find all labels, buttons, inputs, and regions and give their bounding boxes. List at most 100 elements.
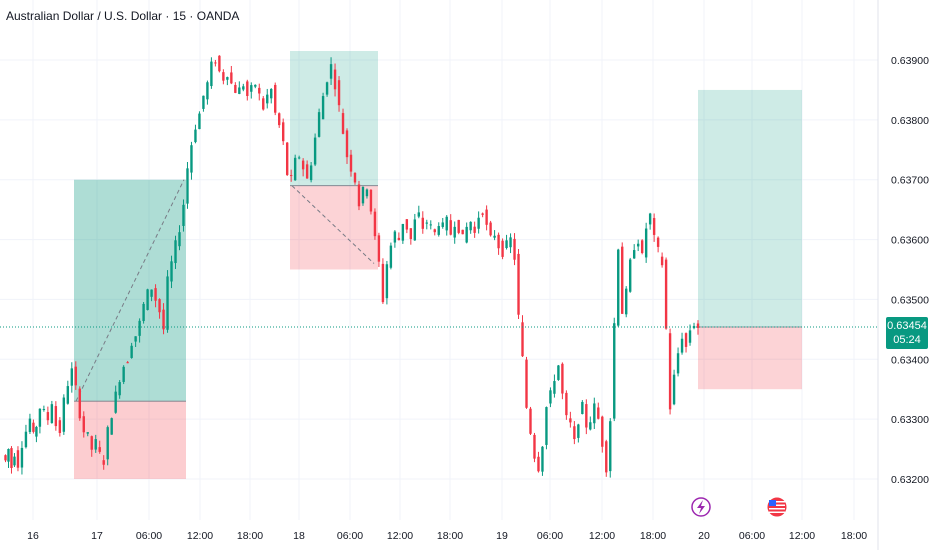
candle-body [218, 55, 221, 72]
short-position-path-line [291, 185, 375, 264]
candle-body [413, 219, 417, 241]
candle-body [166, 276, 169, 330]
candle-body [289, 175, 293, 177]
candle-body [82, 416, 85, 433]
candle-body [585, 404, 588, 428]
flag-stripe [769, 508, 785, 510]
candle-body [664, 259, 668, 329]
candle-body [640, 240, 644, 253]
x-tick-label: 19 [496, 530, 508, 542]
candle-body [489, 222, 492, 236]
candle-body [469, 221, 472, 231]
candle-body [668, 333, 672, 410]
flag-canton [769, 500, 776, 506]
candle-body [545, 407, 548, 445]
long-position-1-path-line [75, 179, 185, 402]
candle-body [122, 366, 125, 382]
candle-body [648, 213, 652, 225]
candle-body [86, 432, 89, 434]
x-tick-label: 18:00 [640, 530, 666, 542]
y-tick-label: 0.63500 [891, 294, 929, 306]
candle-body [485, 209, 488, 225]
candle-body [497, 234, 500, 249]
x-tick-label: 06:00 [337, 530, 363, 542]
candle-body [321, 96, 325, 120]
candle-body [98, 447, 101, 452]
candle-body [186, 168, 189, 204]
y-tick-label: 0.63300 [891, 414, 929, 426]
candle-body [38, 408, 42, 427]
candle-body [353, 172, 357, 183]
candle-body [178, 232, 181, 247]
short-position-loss-zone[interactable] [290, 185, 378, 270]
candle-body [118, 382, 121, 396]
candle-body [636, 243, 640, 247]
candle-body [16, 450, 20, 468]
candle-body [553, 381, 556, 394]
candle-body [609, 421, 612, 472]
candle-body [254, 84, 257, 87]
candle-body [465, 226, 468, 243]
candle-body [517, 253, 520, 315]
long-position-1-profit-zone[interactable] [74, 179, 186, 402]
candle-body [457, 219, 460, 233]
candle-body [42, 409, 46, 411]
candle-body [549, 390, 552, 404]
flag-stripe [769, 501, 785, 503]
candle-body [369, 189, 373, 212]
candle-body [373, 211, 377, 237]
x-tick-label: 12:00 [387, 530, 413, 542]
x-tick-label: 16 [27, 530, 39, 542]
long-position-2-profit-zone[interactable] [698, 89, 802, 327]
candle-body [652, 218, 656, 235]
candle-body [74, 366, 77, 386]
x-tick-label: 06:00 [739, 530, 765, 542]
x-tick-label: 18:00 [437, 530, 463, 542]
candle-body [644, 228, 648, 258]
candle-body [305, 164, 309, 179]
candle-body [234, 84, 237, 93]
candle-body [385, 264, 389, 299]
candle-body [293, 157, 297, 181]
candle-body [529, 408, 532, 434]
price-axis[interactable]: 0.63900 0.63800 0.63700 0.63600 0.63500 0.634… [891, 55, 929, 486]
candle-body [341, 113, 345, 134]
candle-body [78, 388, 81, 419]
flag-stripe [769, 504, 785, 506]
y-tick-label: 0.63700 [891, 175, 929, 187]
x-tick-label: 18:00 [237, 530, 263, 542]
y-tick-label: 0.63600 [891, 235, 929, 247]
last-price-badge: 0.63454 05:24 [886, 317, 928, 349]
position-zones[interactable] [74, 51, 802, 479]
candle-body [70, 368, 74, 386]
candle-body [621, 246, 624, 314]
candle-body [32, 422, 35, 432]
candle-body [162, 309, 165, 330]
candle-body [505, 240, 508, 249]
candle-body [573, 426, 576, 440]
time-axis[interactable]: 16 17 06:00 12:00 18:00 18 06:00 12:00 18:00 19 06… [27, 530, 867, 542]
candle-body [285, 142, 289, 175]
candle-body [461, 229, 464, 235]
candle-body [28, 418, 32, 432]
candle-body [453, 226, 456, 238]
us-flag-event-icon[interactable] [767, 497, 787, 517]
candle-body [445, 216, 448, 231]
candle-body [4, 455, 7, 461]
long-position-2-loss-zone[interactable] [698, 326, 802, 390]
candle-body [194, 129, 197, 143]
x-tick-label: 20 [698, 530, 710, 542]
candle-body [625, 288, 628, 315]
candle-body [309, 165, 313, 181]
candle-body [401, 223, 405, 241]
countdown-label: 05:24 [893, 334, 921, 346]
candle-body [537, 456, 540, 472]
flash-event-icon[interactable] [691, 497, 711, 517]
candle-body [421, 217, 424, 229]
x-tick-label: 17 [91, 530, 103, 542]
candle-body [54, 406, 58, 427]
x-tick-label: 06:00 [136, 530, 162, 542]
candle-body [274, 84, 277, 113]
event-markers[interactable] [691, 497, 787, 517]
